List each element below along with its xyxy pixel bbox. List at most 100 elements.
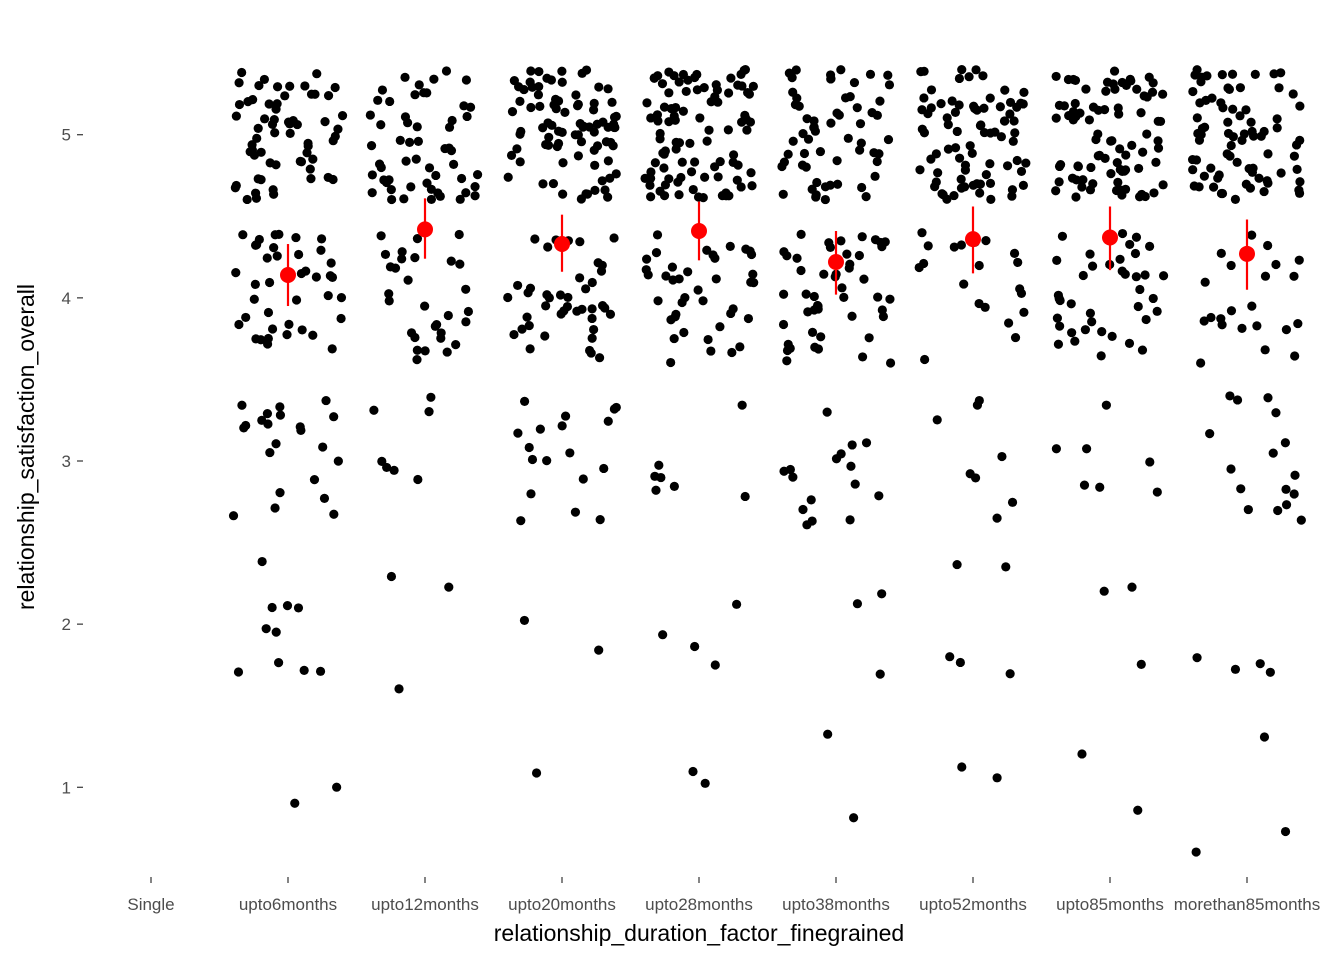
raw-point: [698, 296, 708, 306]
raw-point: [598, 117, 608, 127]
raw-point: [748, 269, 758, 279]
raw-point: [952, 559, 962, 570]
raw-point: [986, 194, 996, 205]
raw-point: [605, 173, 615, 183]
raw-point: [1085, 185, 1096, 195]
raw-point: [1010, 332, 1021, 343]
raw-point: [412, 355, 422, 365]
raw-point: [1010, 128, 1020, 138]
raw-point: [257, 556, 267, 567]
raw-point: [831, 454, 842, 464]
raw-point: [746, 168, 756, 178]
raw-point: [683, 267, 693, 277]
raw-point: [852, 599, 863, 609]
raw-point: [1008, 136, 1018, 146]
raw-point: [470, 181, 480, 192]
raw-point: [333, 456, 343, 466]
raw-point: [959, 279, 969, 289]
raw-point: [681, 86, 691, 97]
raw-point: [1019, 87, 1029, 97]
raw-point: [1138, 147, 1148, 157]
raw-point: [515, 96, 525, 107]
raw-point: [1235, 83, 1245, 93]
raw-point: [926, 85, 937, 95]
raw-point: [288, 115, 298, 126]
raw-point: [1005, 97, 1016, 108]
raw-point: [690, 72, 700, 83]
raw-point: [740, 491, 750, 502]
raw-point: [1133, 301, 1143, 312]
raw-point: [406, 182, 416, 192]
raw-point: [811, 190, 821, 200]
raw-point: [745, 117, 756, 127]
raw-point: [839, 292, 849, 302]
raw-point: [1052, 313, 1062, 323]
raw-point: [942, 113, 952, 123]
raw-point: [748, 81, 758, 91]
raw-point: [234, 319, 244, 330]
raw-point: [659, 163, 669, 173]
raw-point: [885, 358, 896, 368]
raw-point: [733, 80, 743, 90]
raw-point: [557, 421, 567, 431]
raw-point: [957, 65, 967, 75]
raw-point: [649, 73, 659, 83]
raw-point: [746, 249, 757, 260]
raw-point: [1077, 182, 1087, 192]
raw-point: [594, 353, 605, 363]
raw-point: [1070, 98, 1080, 109]
raw-point: [311, 272, 321, 282]
raw-point: [1259, 732, 1270, 742]
raw-point: [327, 344, 337, 354]
raw-point: [1085, 249, 1095, 259]
raw-point: [823, 729, 833, 739]
raw-point: [1263, 149, 1273, 159]
raw-point: [262, 408, 273, 419]
raw-point: [653, 296, 663, 306]
raw-point: [1051, 113, 1061, 123]
raw-point: [825, 70, 836, 80]
raw-point: [728, 150, 739, 160]
raw-point: [642, 254, 652, 264]
raw-point: [1294, 255, 1304, 265]
summary-layer: [280, 198, 1255, 307]
raw-point: [816, 332, 826, 342]
raw-point: [587, 277, 597, 288]
raw-point: [878, 311, 888, 322]
mean-point: [1239, 245, 1255, 262]
raw-point: [336, 313, 346, 324]
raw-point: [1107, 136, 1117, 146]
raw-point: [1078, 175, 1088, 185]
raw-point: [798, 504, 808, 515]
raw-point: [592, 141, 603, 151]
raw-point: [666, 315, 676, 325]
raw-point: [241, 312, 251, 323]
raw-point: [541, 139, 551, 150]
raw-point: [509, 329, 519, 340]
raw-point: [535, 101, 545, 111]
raw-point: [531, 768, 542, 778]
raw-point: [688, 766, 698, 777]
raw-point: [426, 194, 437, 205]
raw-point: [641, 265, 651, 275]
raw-point: [544, 293, 554, 303]
x-tick-label: upto6months: [239, 895, 337, 914]
raw-point: [1131, 232, 1142, 242]
raw-point: [1141, 314, 1151, 325]
raw-point: [522, 312, 532, 322]
raw-point: [735, 342, 745, 352]
raw-point: [858, 352, 868, 362]
raw-point: [1268, 448, 1278, 458]
raw-point: [248, 94, 258, 105]
raw-point: [538, 179, 548, 189]
raw-point: [640, 173, 650, 183]
raw-point: [272, 99, 282, 109]
raw-point: [970, 473, 981, 483]
raw-point: [424, 407, 434, 417]
raw-point: [656, 472, 666, 483]
raw-point: [846, 461, 856, 471]
raw-point: [329, 412, 339, 422]
raw-point: [1295, 177, 1305, 187]
raw-point: [1120, 165, 1131, 175]
